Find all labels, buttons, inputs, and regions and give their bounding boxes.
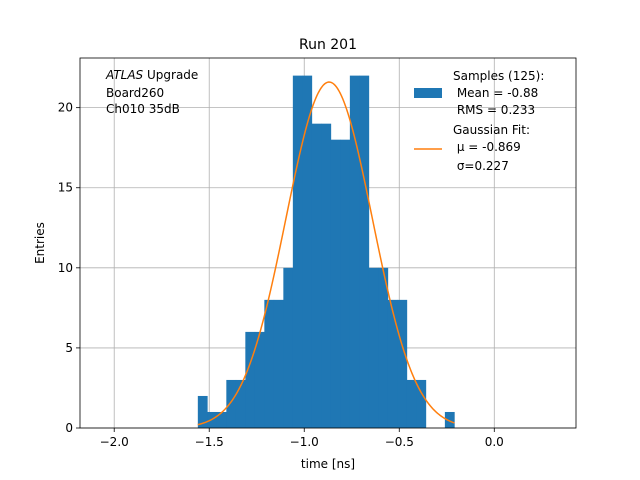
histogram-bar: [368, 267, 379, 428]
x-tick-label-3: −0.5: [385, 435, 414, 449]
histogram-bar: [273, 299, 284, 428]
x-tick-label-4: 0.0: [485, 435, 504, 449]
annotation-line1-rest: Upgrade: [143, 68, 198, 82]
gaussian-fit-curve: [197, 81, 455, 426]
x-axis-label: time [ns]: [301, 457, 355, 471]
histogram-bar: [254, 331, 265, 428]
y-tick-label-4: 20: [58, 101, 73, 115]
x-axis-ticks: −2.0 −1.5 −1.0 −0.5 0.0: [100, 428, 504, 449]
annotation-line-1: ATLAS Upgrade: [105, 68, 198, 82]
legend-hist-line-2: Mean = -0.88: [453, 86, 538, 100]
annotation-italic: ATLAS: [105, 68, 144, 82]
histogram-bar: [245, 331, 256, 428]
histogram-bar: [387, 299, 398, 428]
histogram-bar: [283, 267, 294, 428]
y-axis-label: Entries: [33, 222, 47, 264]
legend-fit-line-3: σ=0.227: [453, 159, 509, 173]
histogram-bar: [302, 75, 313, 428]
histogram-bars: [197, 75, 455, 429]
histogram-bar: [359, 75, 370, 428]
histogram-bar: [311, 123, 322, 429]
y-tick-label-0: 0: [65, 421, 73, 435]
y-axis-ticks: 0 5 10 15 20: [58, 101, 80, 435]
histogram-bar: [444, 411, 455, 428]
histogram-bar: [340, 139, 351, 429]
histogram-bar: [406, 379, 417, 428]
annotation-line-2: Board260: [106, 86, 164, 100]
x-tick-label-1: −1.5: [195, 435, 224, 449]
plot-frame: [79, 57, 577, 429]
chart-title: Run 201: [299, 37, 357, 53]
x-tick-label-0: −2.0: [100, 435, 129, 449]
legend-hist-line-3: RMS = 0.233: [453, 103, 535, 117]
histogram-bar: [226, 379, 237, 428]
legend-fit-line-2: μ = -0.869: [453, 140, 521, 154]
y-tick-label-1: 5: [65, 341, 73, 355]
annotation-line-3: Ch010 35dB: [106, 102, 180, 116]
y-tick-label-2: 10: [58, 261, 73, 275]
legend-hist-swatch: [414, 88, 442, 98]
histogram-bar: [321, 123, 332, 429]
histogram-bar: [416, 379, 427, 428]
histogram-bar: [378, 267, 389, 428]
legend-fit-line-1: Gaussian Fit:: [453, 123, 530, 137]
histogram-bar: [397, 299, 408, 428]
legend: Samples (125): Mean = -0.88 RMS = 0.233 …: [414, 69, 544, 173]
legend-hist-line-1: Samples (125):: [453, 69, 544, 83]
y-tick-label-3: 15: [58, 181, 73, 195]
experiment-annotation: ATLAS Upgrade Board260 Ch010 35dB: [105, 68, 198, 116]
x-tick-label-2: −1.0: [290, 435, 319, 449]
histogram-bar: [349, 75, 360, 428]
histogram-bar: [197, 395, 208, 428]
histogram-bar: [264, 299, 275, 428]
histogram-bar: [330, 139, 341, 429]
histogram-bar: [235, 379, 246, 428]
histogram-bar: [216, 411, 227, 428]
histogram-bar: [292, 75, 303, 428]
